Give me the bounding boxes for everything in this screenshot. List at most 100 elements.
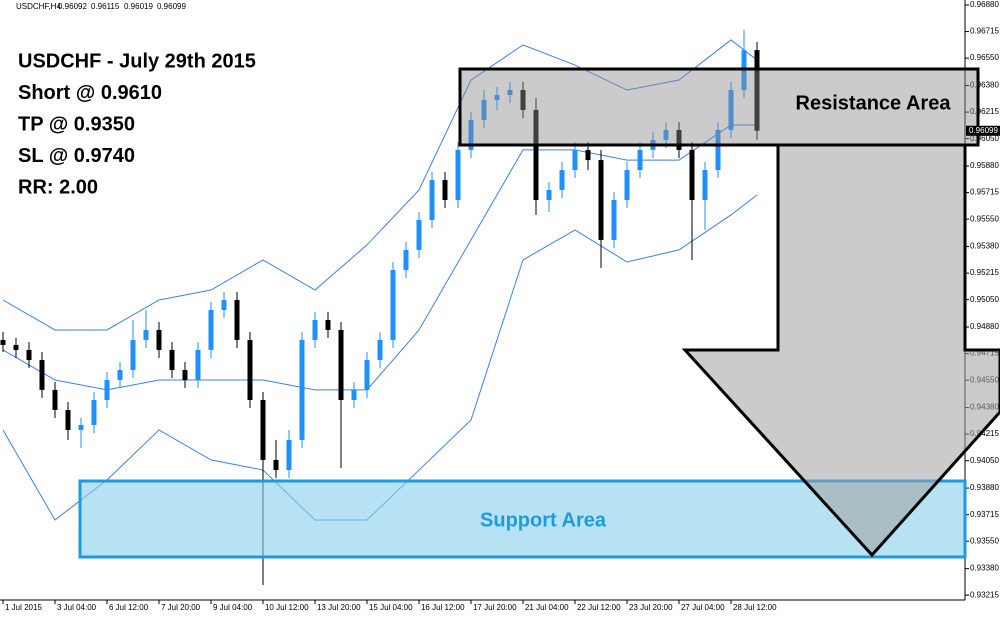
candle-body (533, 109, 539, 200)
y-tick-label: 0.94050 (970, 456, 999, 465)
header-value: 0.96092 (58, 2, 87, 11)
candle-body (689, 149, 695, 200)
last-price-box (966, 125, 1000, 136)
y-tick-label: 0.96880 (970, 0, 999, 9)
down-arrow (681, 143, 1000, 558)
info-line: Short @ 0.9610 (18, 82, 162, 104)
candle-body (78, 424, 84, 430)
x-tick-label: 10 Jul 12:00 (265, 603, 309, 612)
candle-body (260, 400, 266, 460)
last-price-label: 0.96099 (969, 126, 998, 135)
candle-body (247, 339, 253, 400)
x-tick-label: 28 Jul 12:00 (733, 603, 777, 612)
candle-body (702, 170, 708, 200)
candle-body (416, 219, 422, 250)
y-tick-label: 0.93715 (970, 510, 999, 519)
candle-body (325, 319, 331, 330)
candle-body (208, 309, 214, 350)
candle-body (234, 300, 240, 340)
candle-body (728, 90, 734, 130)
x-tick-label: 6 Jul 12:00 (109, 603, 149, 612)
candle-body (377, 339, 383, 361)
header-value: 0.96099 (157, 2, 186, 11)
trade-info: USDCHF - July 29th 2015 Short @ 0.9610 TP … (18, 50, 256, 198)
last-price: 0.96099 (966, 125, 1000, 136)
candle-body (663, 129, 669, 140)
candle-body (351, 389, 357, 400)
candle-body (572, 149, 578, 171)
candle-body (143, 329, 149, 340)
resistance-label: Resistance Area (796, 92, 952, 114)
candle-body (117, 370, 123, 381)
candle-body (403, 249, 409, 271)
candle-body (715, 129, 721, 171)
candle-body (468, 119, 474, 150)
x-tick-label: 7 Jul 20:00 (161, 603, 201, 612)
candle-body (0, 339, 6, 345)
candle-body (637, 149, 643, 171)
band-upper (2, 39, 758, 331)
y-tick-label: 0.93880 (970, 483, 999, 492)
candle-body (338, 329, 344, 400)
y-tick-label: 0.96050 (970, 134, 999, 143)
candle-body (585, 149, 591, 161)
candle-body (286, 439, 292, 471)
candle-body (364, 360, 370, 390)
candle-body (195, 349, 201, 381)
candle-body (39, 360, 45, 390)
candle-body (169, 349, 175, 371)
ohlc-header: 0.96092 0.96115 0.96019 0.96099 (58, 2, 186, 11)
candle-body (611, 200, 617, 240)
candle-body (390, 270, 396, 340)
candle-body (299, 339, 305, 440)
y-tick-label: 0.96715 (970, 27, 999, 36)
x-tick-label: 16 Jul 12:00 (421, 603, 465, 612)
info-line: USDCHF - July 29th 2015 (18, 50, 256, 72)
y-tick-label: 0.96550 (970, 53, 999, 62)
candle-body (455, 149, 461, 200)
candle-body (481, 100, 487, 120)
candle-body (624, 170, 630, 200)
y-tick-label: 0.93215 (970, 590, 999, 599)
candle-body (26, 349, 32, 361)
candle-body (754, 50, 760, 131)
info-line: TP @ 0.9350 (18, 113, 135, 135)
x-tick-label: 13 Jul 20:00 (317, 603, 361, 612)
x-tick-label: 21 Jul 04:00 (525, 603, 569, 612)
candle-body (546, 190, 552, 200)
header-value: 0.96019 (124, 2, 153, 11)
y-tick-label: 0.96215 (970, 107, 999, 116)
candle-body (273, 459, 279, 471)
y-tick-label: 0.95050 (970, 295, 999, 304)
y-tick-label: 0.95880 (970, 161, 999, 170)
candle-body (507, 90, 513, 96)
info-line: RR: 2.00 (18, 176, 98, 198)
candle-body (13, 344, 19, 350)
y-tick-label: 0.94880 (970, 322, 999, 331)
candle-body (182, 370, 188, 381)
y-tick-label: 0.96380 (970, 81, 999, 90)
header-value: 0.96115 (91, 2, 120, 11)
y-tick-label: 0.95715 (970, 188, 999, 197)
info-line: SL @ 0.9740 (18, 145, 135, 167)
candle-body (104, 380, 110, 400)
candle-body (312, 319, 318, 340)
support-label: Support Area (480, 509, 607, 531)
x-tick-label: 1 Jul 2015 (5, 603, 42, 612)
candle-body (52, 389, 58, 410)
y-tick-label: 0.93550 (970, 536, 999, 545)
y-tick-label: 0.95215 (970, 268, 999, 277)
x-tick-label: 9 Jul 04:00 (213, 603, 253, 612)
y-tick-label: 0.94215 (970, 429, 999, 438)
candle-body (598, 160, 604, 240)
x-tick-label: 23 Jul 20:00 (629, 603, 673, 612)
y-tick-label: 0.95380 (970, 242, 999, 251)
candle-body (442, 180, 448, 200)
y-tick-label: 0.95550 (970, 214, 999, 223)
x-tick-label: 27 Jul 04:00 (681, 603, 725, 612)
candle-body (520, 90, 526, 110)
candle-body (91, 400, 97, 425)
candle-body (65, 409, 71, 430)
x-tick-label: 17 Jul 20:00 (473, 603, 517, 612)
